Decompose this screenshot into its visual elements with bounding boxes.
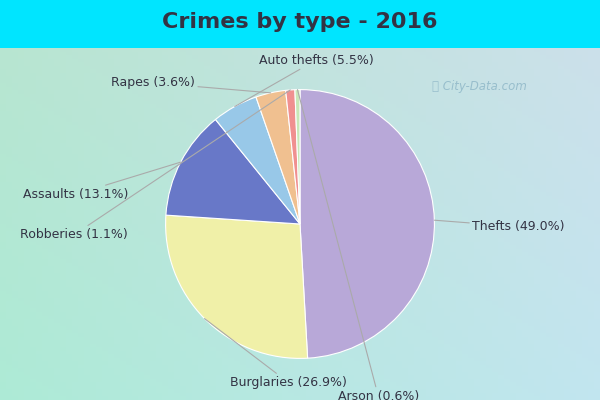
Wedge shape [166, 120, 300, 224]
Wedge shape [256, 90, 300, 224]
Text: Crimes by type - 2016: Crimes by type - 2016 [162, 12, 438, 32]
Text: ⓘ City-Data.com: ⓘ City-Data.com [432, 80, 527, 93]
Wedge shape [166, 215, 308, 358]
Text: Robberies (1.1%): Robberies (1.1%) [20, 90, 290, 241]
Text: Auto thefts (5.5%): Auto thefts (5.5%) [235, 54, 374, 106]
Text: Arson (0.6%): Arson (0.6%) [298, 90, 419, 400]
Text: Burglaries (26.9%): Burglaries (26.9%) [205, 318, 347, 389]
Wedge shape [300, 90, 434, 358]
Wedge shape [295, 90, 300, 224]
Text: Thefts (49.0%): Thefts (49.0%) [434, 220, 565, 233]
Wedge shape [286, 90, 300, 224]
Text: Rapes (3.6%): Rapes (3.6%) [111, 76, 271, 93]
Wedge shape [215, 97, 300, 224]
Text: Assaults (13.1%): Assaults (13.1%) [23, 162, 181, 201]
